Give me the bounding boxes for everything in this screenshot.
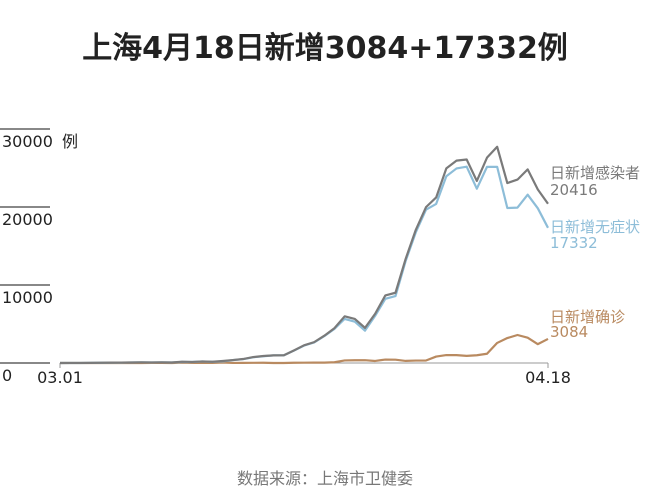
y-tick-label: 20000: [2, 210, 53, 229]
y-tick-label: 10000: [2, 288, 53, 307]
y-tick-label: 0: [2, 366, 12, 385]
series-line: [59, 145, 549, 365]
legend-label: 日新增无症状: [550, 218, 640, 236]
source: 数据来源：上海市卫健委: [237, 469, 413, 488]
end-value-label: 3084: [550, 323, 588, 341]
end-value-label: 17332: [550, 234, 598, 252]
chart-title: 上海4月18日新增3084+17332例: [82, 31, 568, 66]
legend-label: 日新增确诊: [550, 308, 625, 326]
series-line: [59, 165, 549, 365]
end-value-label: 20416: [550, 181, 598, 199]
y-tick-label: 30000: [2, 132, 53, 151]
x-tick-label: 03.01: [37, 368, 83, 387]
legend-label: 日新增感染者: [550, 164, 640, 182]
y-unit: 例: [62, 132, 78, 151]
x-tick-label: 04.18: [525, 368, 571, 387]
series-line: [59, 333, 549, 365]
